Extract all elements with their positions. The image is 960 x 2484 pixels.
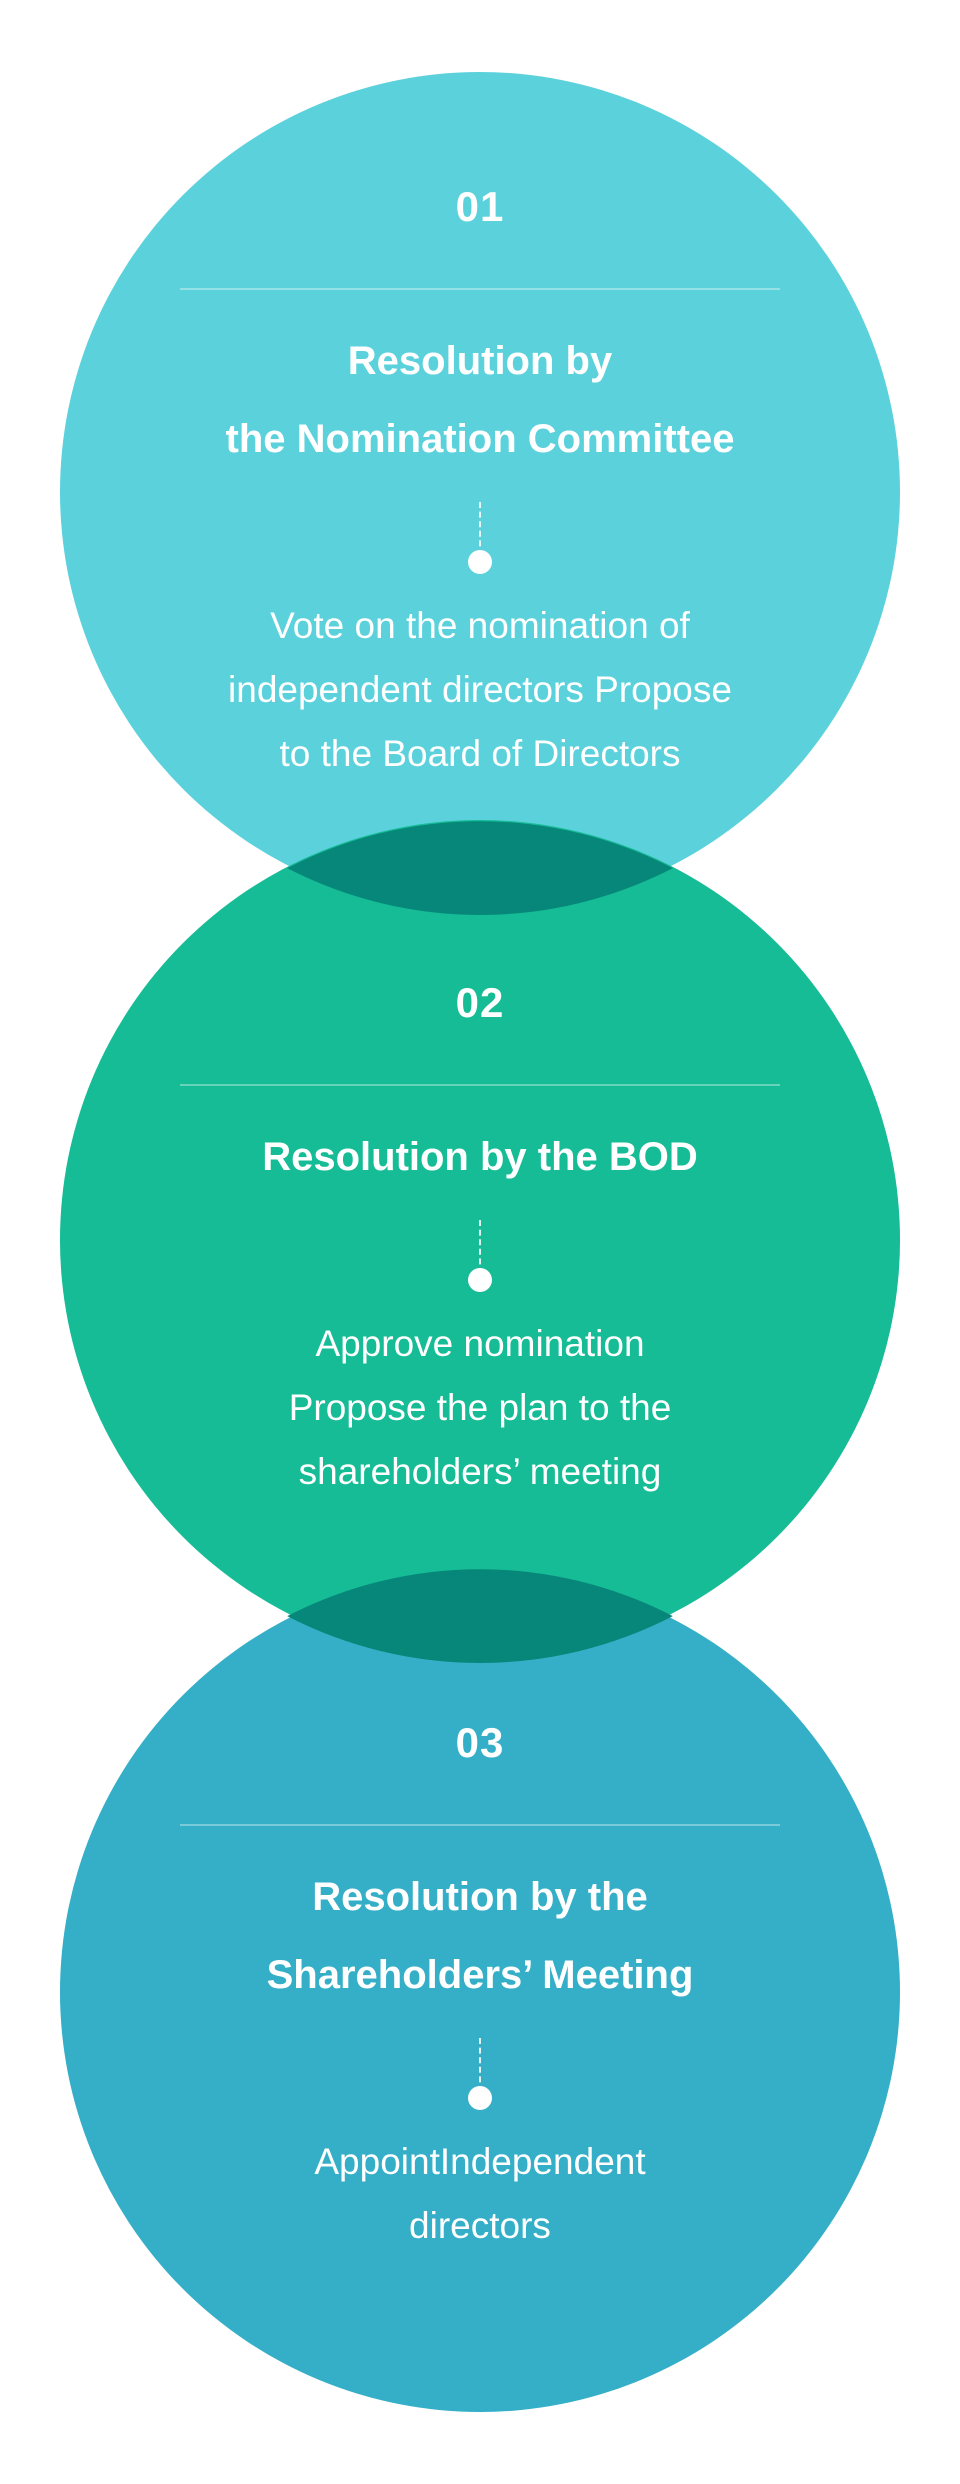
step-description: Approve nomination Propose the plan to t… bbox=[60, 1312, 900, 1504]
step-description: AppointIndependent directors bbox=[60, 2130, 900, 2258]
connector-dot bbox=[468, 2086, 492, 2110]
step-description-line: directors bbox=[409, 2205, 551, 2246]
overlap-1-2 bbox=[287, 821, 673, 915]
connector bbox=[468, 2038, 492, 2110]
connector-line bbox=[479, 1220, 481, 1274]
step-title-line: Resolution by the bbox=[312, 1875, 648, 1919]
divider bbox=[180, 1084, 780, 1086]
step-title: Resolution by the Nomination Committee bbox=[60, 322, 900, 478]
step-3-circle bbox=[60, 1572, 900, 2412]
step-description-line: to the Board of Directors bbox=[279, 733, 681, 774]
step-description-line: Vote on the nomination of bbox=[270, 605, 690, 646]
step-title: Resolution by the Shareholders’ Meeting bbox=[60, 1858, 900, 2014]
step-1-content: 01 Resolution by the Nomination Committe… bbox=[60, 186, 900, 786]
overlap-2-3 bbox=[287, 1569, 673, 1663]
step-description-line: independent directors Propose bbox=[228, 669, 732, 710]
divider bbox=[180, 1824, 780, 1826]
step-2-content: 02 Resolution by the BOD Approve nominat… bbox=[60, 982, 900, 1504]
step-description-line: shareholders’ meeting bbox=[298, 1451, 662, 1492]
connector-dot bbox=[468, 1268, 492, 1292]
step-number: 03 bbox=[455, 1719, 505, 1766]
connector-line bbox=[479, 2038, 481, 2092]
step-title-line: Resolution by bbox=[347, 339, 613, 383]
step-1-circle bbox=[60, 72, 900, 912]
step-number: 01 bbox=[455, 183, 505, 230]
divider bbox=[180, 288, 780, 290]
step-3-content: 03 Resolution by the Shareholders’ Meeti… bbox=[60, 1722, 900, 2258]
connector bbox=[468, 1220, 492, 1292]
step-title-line: Shareholders’ Meeting bbox=[266, 1953, 694, 1997]
step-number: 02 bbox=[455, 979, 505, 1026]
step-description: Vote on the nomination of independent di… bbox=[60, 594, 900, 786]
connector-line bbox=[479, 502, 481, 556]
step-description-line: Propose the plan to the bbox=[288, 1387, 672, 1428]
step-title: Resolution by the BOD bbox=[60, 1118, 900, 1196]
step-title-line: Resolution by the BOD bbox=[262, 1135, 698, 1179]
step-description-line: Approve nomination bbox=[315, 1323, 645, 1364]
connector-dot bbox=[468, 550, 492, 574]
step-title-line: the Nomination Committee bbox=[225, 417, 735, 461]
step-description-line: AppointIndependent bbox=[314, 2141, 646, 2182]
connector bbox=[468, 502, 492, 574]
